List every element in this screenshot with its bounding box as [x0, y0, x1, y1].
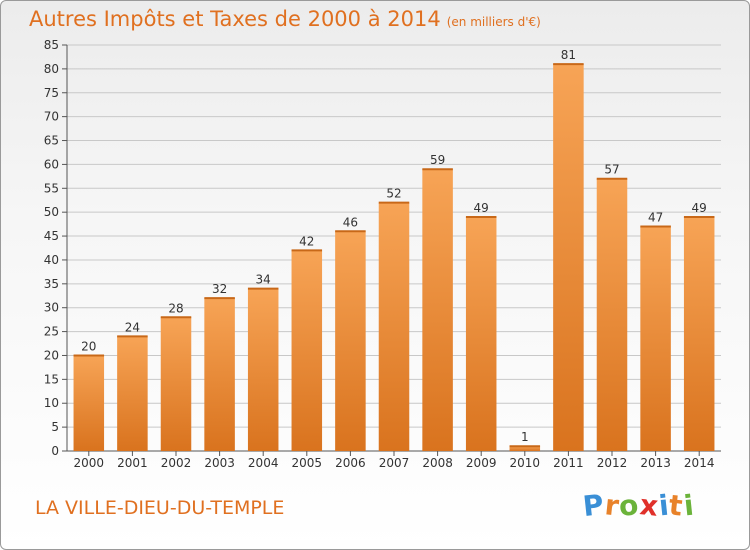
data-label: 46 — [343, 215, 358, 229]
bar — [553, 64, 584, 451]
x-tick-label: 2012 — [597, 456, 628, 470]
y-tick-label: 70 — [44, 110, 59, 124]
bar — [204, 298, 235, 451]
data-label: 32 — [212, 282, 227, 296]
data-label: 28 — [168, 301, 183, 315]
logo-letter: i — [681, 488, 696, 523]
x-tick-label: 2011 — [553, 456, 584, 470]
bar — [640, 226, 671, 451]
data-label: 1 — [521, 430, 529, 444]
y-tick-label: 30 — [44, 301, 59, 315]
bar — [422, 169, 453, 451]
data-label: 49 — [474, 201, 489, 215]
y-tick-label: 35 — [44, 277, 59, 291]
y-tick-label: 50 — [44, 205, 59, 219]
x-tick-label: 2003 — [204, 456, 235, 470]
x-tick-label: 2007 — [379, 456, 410, 470]
y-tick-label: 0 — [51, 444, 59, 458]
x-tick-label: 2006 — [335, 456, 366, 470]
bar — [465, 216, 497, 451]
y-tick-label: 10 — [44, 396, 59, 410]
x-tick-label: 2008 — [422, 456, 453, 470]
commune-name: LA VILLE-DIEU-DU-TEMPLE — [35, 497, 285, 519]
data-label: 20 — [81, 339, 96, 353]
logo-letter: P — [581, 487, 607, 524]
x-tick-label: 2000 — [74, 456, 105, 470]
x-tick-label: 2001 — [117, 456, 148, 470]
y-tick-label: 25 — [44, 325, 59, 339]
x-tick-label: 2014 — [684, 456, 715, 470]
y-tick-label: 80 — [44, 62, 59, 76]
data-label: 47 — [648, 211, 663, 225]
data-label: 57 — [604, 163, 619, 177]
data-label: 49 — [692, 201, 707, 215]
y-tick-label: 60 — [44, 157, 59, 171]
data-label: 34 — [256, 273, 271, 287]
chart-title: Autres Impôts et Taxes de 2000 à 2014 (en… — [29, 7, 541, 31]
y-tick-label: 45 — [44, 229, 59, 243]
bar — [117, 336, 148, 451]
x-tick-label: 2004 — [248, 456, 279, 470]
chart-unit: (en milliers d'€) — [446, 15, 541, 29]
y-tick-label: 5 — [51, 420, 59, 434]
y-tick-label: 20 — [44, 348, 59, 362]
bar — [247, 288, 279, 451]
y-tick-label: 85 — [44, 38, 59, 52]
x-tick-label: 2010 — [510, 456, 541, 470]
data-label: 59 — [430, 153, 445, 167]
x-tick-label: 2009 — [466, 456, 497, 470]
chart-title-text: Autres Impôts et Taxes de 2000 à 2014 — [29, 7, 441, 31]
bar — [596, 178, 628, 451]
bar — [73, 355, 105, 451]
y-tick-label: 75 — [44, 86, 59, 100]
data-label: 81 — [561, 48, 576, 62]
bar — [291, 250, 323, 451]
y-tick-label: 65 — [44, 134, 59, 148]
data-label: 52 — [386, 187, 401, 201]
x-tick-label: 2013 — [640, 456, 671, 470]
bar — [160, 317, 192, 451]
y-tick-label: 55 — [44, 181, 59, 195]
x-tick-label: 2005 — [292, 456, 323, 470]
data-label: 24 — [125, 320, 140, 334]
x-tick-label: 2002 — [161, 456, 192, 470]
y-tick-label: 40 — [44, 253, 59, 267]
data-label: 42 — [299, 234, 314, 248]
bar — [683, 216, 715, 451]
bar — [509, 446, 541, 451]
bar — [335, 231, 366, 451]
proxiti-logo: Proxiti — [581, 487, 696, 524]
bar — [378, 202, 410, 451]
y-tick-label: 15 — [44, 372, 59, 386]
